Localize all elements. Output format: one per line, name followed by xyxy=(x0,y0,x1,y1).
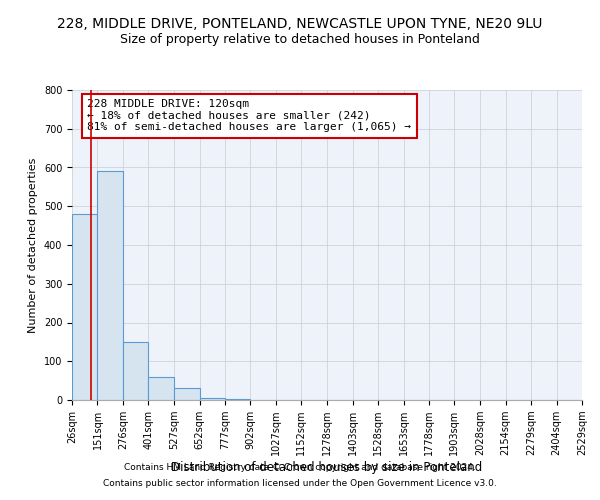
Text: 228 MIDDLE DRIVE: 120sqm
← 18% of detached houses are smaller (242)
81% of semi-: 228 MIDDLE DRIVE: 120sqm ← 18% of detach… xyxy=(88,100,412,132)
Bar xyxy=(148,377,174,400)
Text: Contains public sector information licensed under the Open Government Licence v3: Contains public sector information licen… xyxy=(103,478,497,488)
Bar xyxy=(174,388,200,400)
Bar xyxy=(97,172,123,400)
Text: Size of property relative to detached houses in Ponteland: Size of property relative to detached ho… xyxy=(120,32,480,46)
Y-axis label: Number of detached properties: Number of detached properties xyxy=(28,158,38,332)
Bar xyxy=(72,214,97,400)
Bar xyxy=(225,399,250,400)
Text: Contains HM Land Registry data © Crown copyright and database right 2024.: Contains HM Land Registry data © Crown c… xyxy=(124,464,476,472)
X-axis label: Distribution of detached houses by size in Ponteland: Distribution of detached houses by size … xyxy=(172,461,482,474)
Bar xyxy=(200,398,225,400)
Text: 228, MIDDLE DRIVE, PONTELAND, NEWCASTLE UPON TYNE, NE20 9LU: 228, MIDDLE DRIVE, PONTELAND, NEWCASTLE … xyxy=(58,18,542,32)
Bar xyxy=(123,342,148,400)
